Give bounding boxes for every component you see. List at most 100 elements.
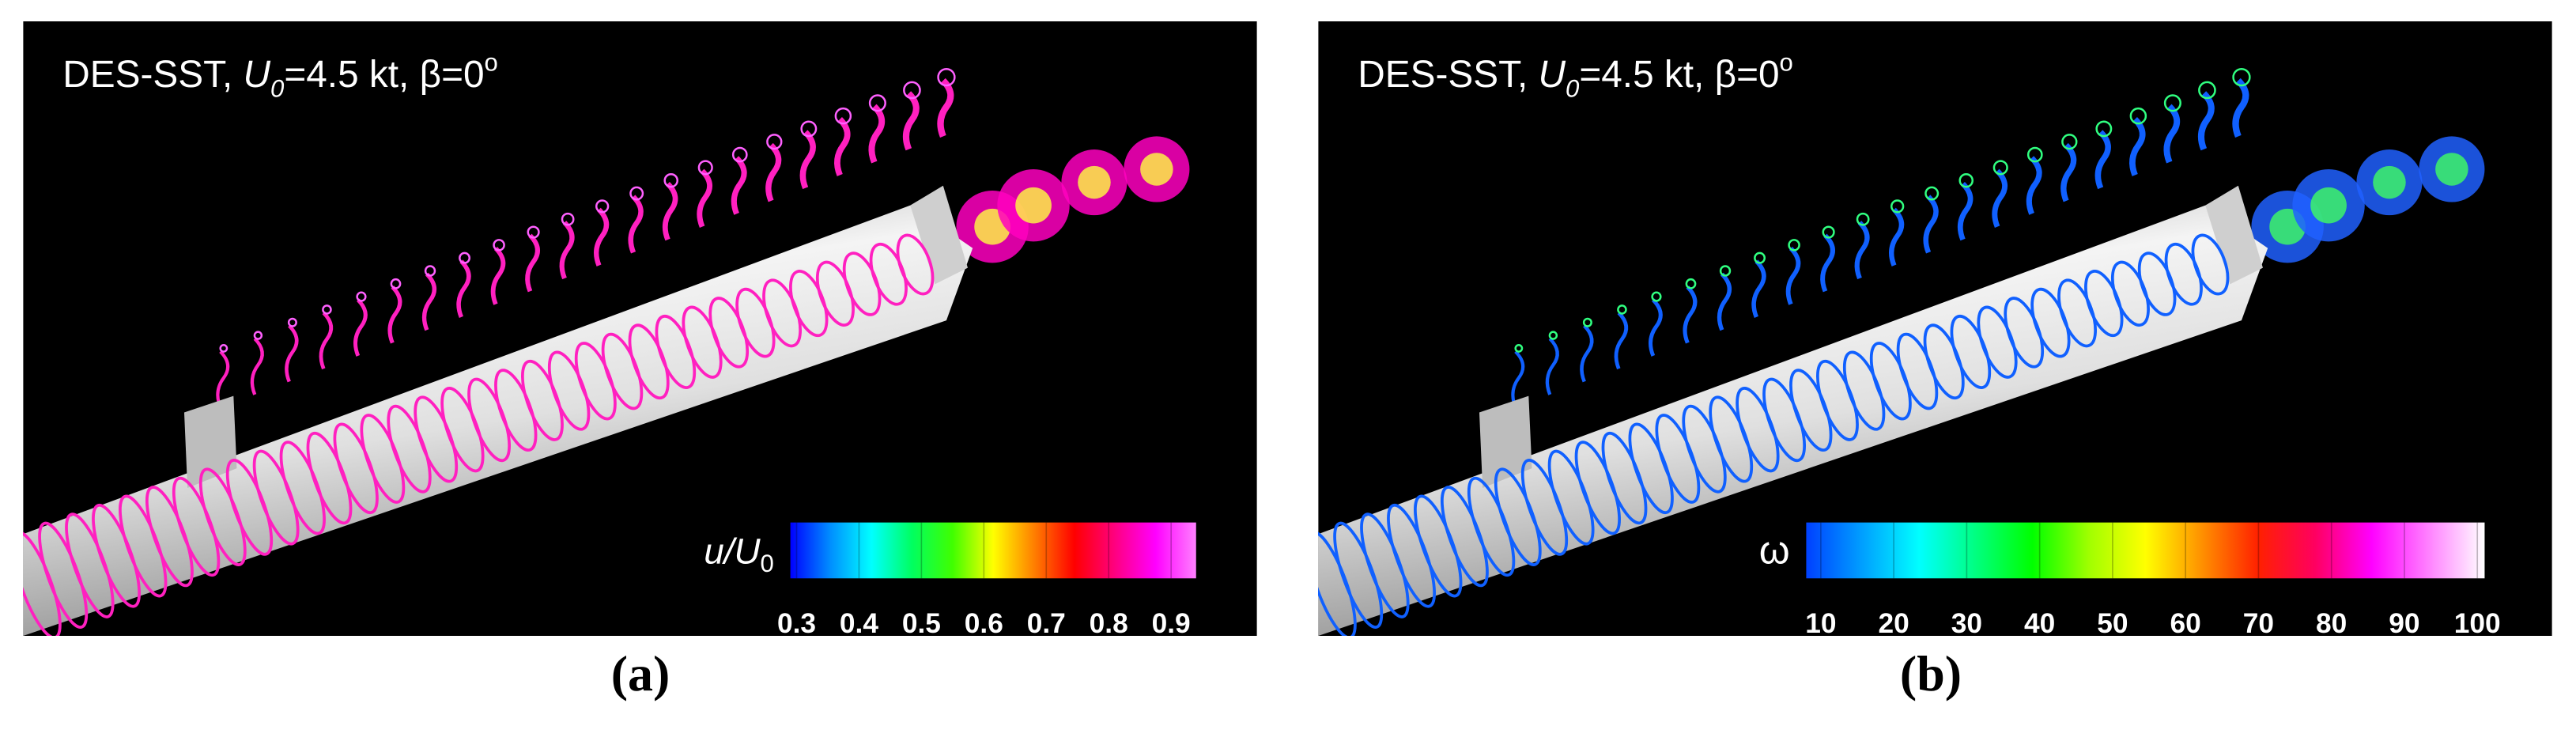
vortex: [594, 207, 610, 267]
colorbar-tick-label: 30: [1951, 608, 1982, 636]
vortex: [2026, 156, 2042, 215]
vortex-core: [1685, 278, 1697, 289]
sail: [183, 395, 237, 489]
title-sup: o: [485, 48, 498, 76]
vortex-core: [356, 291, 367, 302]
colorbar-tick-label: 40: [2024, 608, 2055, 636]
vortex-core: [834, 107, 852, 125]
wake-core: [1078, 165, 1111, 199]
vortex: [250, 337, 264, 395]
vortex-core: [561, 212, 575, 226]
vortex-core: [2061, 134, 2078, 150]
colorbar-tick-label: 10: [1805, 608, 1836, 636]
colorbar-tick-label: 0.9: [1152, 608, 1191, 636]
colorbar: [790, 522, 1196, 579]
vortex-core: [766, 134, 783, 150]
vortex: [2232, 78, 2249, 138]
colorbar-tick-label: 0.7: [1027, 608, 1066, 636]
vortex-core: [1617, 304, 1627, 315]
vortex: [731, 156, 747, 215]
panel-title: DES-SST, U0=4.5 kt, β=0o: [62, 48, 498, 102]
vortex: [319, 311, 334, 370]
vortex-core: [937, 68, 956, 87]
title-prefix: DES-SST,: [62, 54, 243, 96]
vortex-core: [595, 199, 610, 214]
vortex-core: [1822, 225, 1835, 239]
vortex-core: [1548, 331, 1558, 340]
vortex: [902, 91, 920, 151]
title-sup: o: [1780, 48, 1793, 76]
vortex-core: [697, 160, 713, 176]
vortex-core: [1890, 199, 1905, 214]
sail: [1479, 395, 1532, 489]
colorbar-label-sub: 0: [760, 550, 773, 577]
vortex: [1580, 324, 1594, 383]
vortex-core: [1719, 265, 1732, 277]
vortex: [216, 350, 230, 408]
vortex-core: [253, 331, 263, 340]
title-var: U: [244, 54, 271, 96]
vortex: [1545, 337, 1559, 395]
vortex: [2094, 130, 2111, 190]
panel-caption: (a): [610, 645, 670, 702]
vortex-core: [1924, 186, 1940, 201]
vortex: [387, 286, 402, 344]
colorbar-tick-label: 20: [1878, 608, 1909, 636]
section-ring: [2191, 233, 2230, 296]
vortex-core: [1958, 172, 1974, 188]
vortex: [2197, 91, 2215, 151]
vortex-core: [2129, 107, 2147, 125]
vortex-core: [1514, 344, 1524, 353]
vortex: [765, 142, 782, 202]
panel: DES-SST, U0=4.5 kt, β=0ou/U00.3 0.4 0.5 0.6…: [23, 21, 1257, 636]
vortex-core: [903, 81, 921, 100]
vortex: [2060, 142, 2077, 202]
vortex: [628, 195, 644, 254]
wake-core: [2310, 187, 2347, 224]
vortex-core: [1992, 160, 2008, 176]
colorbar-label-main: u/U: [704, 531, 761, 572]
vortex-core: [2026, 146, 2043, 163]
vortex: [1957, 182, 1974, 241]
vortex: [2163, 104, 2181, 164]
vortex: [490, 246, 506, 305]
vortex: [662, 182, 678, 241]
panel-title: DES-SST, U0=4.5 kt, β=0o: [1358, 48, 1793, 102]
vortex: [421, 272, 436, 331]
rudder: [2205, 185, 2263, 285]
title-var: U: [1539, 54, 1566, 96]
vortex: [525, 233, 540, 293]
colorbar-tick-label: 0.4: [840, 608, 878, 636]
vortex: [1854, 221, 1870, 280]
vortex: [1683, 286, 1698, 344]
colorbar-tick-label: 70: [2243, 608, 2274, 636]
colorbar-tick-label: 0.3: [777, 608, 816, 636]
vortex-core: [1788, 239, 1800, 251]
vortex-core: [629, 186, 644, 201]
vortex: [834, 117, 851, 176]
vortex: [1614, 311, 1629, 370]
vortex: [697, 168, 712, 228]
vortex: [868, 104, 886, 164]
vortex: [1649, 298, 1663, 357]
vortex-core: [219, 344, 229, 353]
vortex: [1511, 350, 1525, 408]
vortex-core: [493, 239, 505, 251]
vortex: [353, 298, 368, 357]
wake-core: [2435, 153, 2468, 186]
vortex: [799, 130, 816, 190]
panel: DES-SST, U0=4.5 kt, β=0o ω 10 20 30 40 50 60 70 8…: [1318, 21, 2552, 636]
colorbar-tick-label: 0.8: [1090, 608, 1128, 636]
vortex-core: [2163, 94, 2181, 112]
vortex: [1820, 233, 1835, 293]
rudder: [910, 185, 968, 285]
vortex-core: [459, 251, 471, 264]
vortex: [1923, 195, 1939, 254]
colorbar-label-main: ω: [1759, 528, 1790, 573]
section-ring: [896, 233, 935, 296]
title-rest: =4.5 kt, β=0: [284, 54, 484, 96]
vortex-core: [1651, 291, 1662, 302]
colorbar-tick-label: 60: [2170, 608, 2201, 636]
colorbar-tick-label: 0.6: [965, 608, 1003, 636]
vortex-core: [527, 225, 540, 239]
